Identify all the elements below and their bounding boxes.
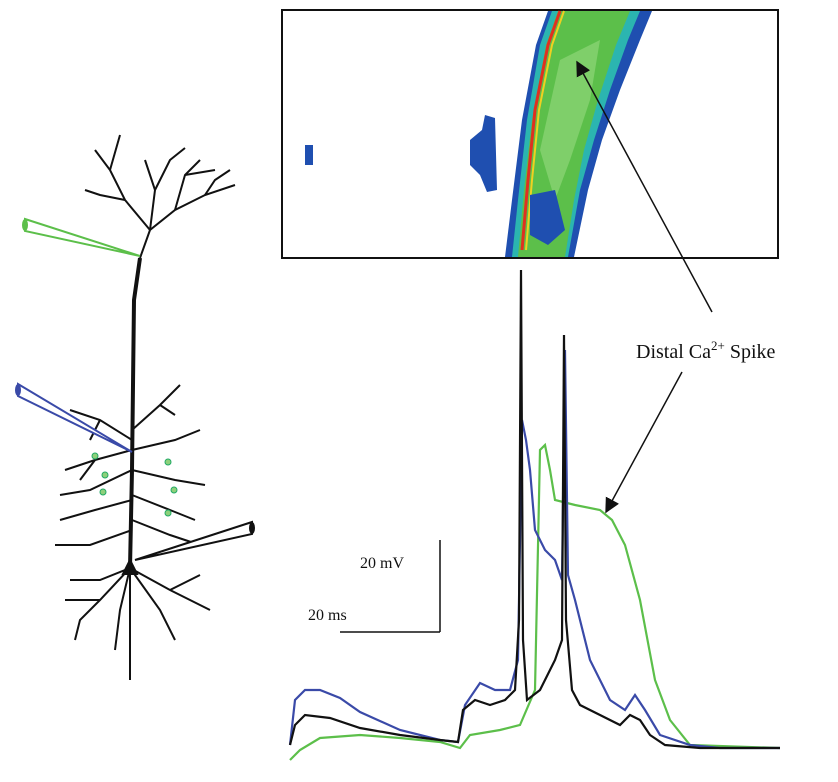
heatmap xyxy=(282,10,778,258)
voltage-scale-label: 20 mV xyxy=(360,555,404,572)
figure: 20 mV 20 ms Distal Ca2+ Spike xyxy=(0,0,838,782)
annotation-prefix: Distal Ca xyxy=(636,341,711,363)
annotation-superscript: 2+ xyxy=(711,338,725,353)
annotation-label: Distal Ca2+ Spike xyxy=(636,338,776,363)
pipettes xyxy=(15,219,255,560)
scale-bar xyxy=(340,540,440,632)
neuron xyxy=(55,135,235,680)
arrow-to-trace xyxy=(606,372,682,512)
annotation-suffix: Spike xyxy=(730,341,776,363)
time-scale-label: 20 ms xyxy=(308,607,347,624)
